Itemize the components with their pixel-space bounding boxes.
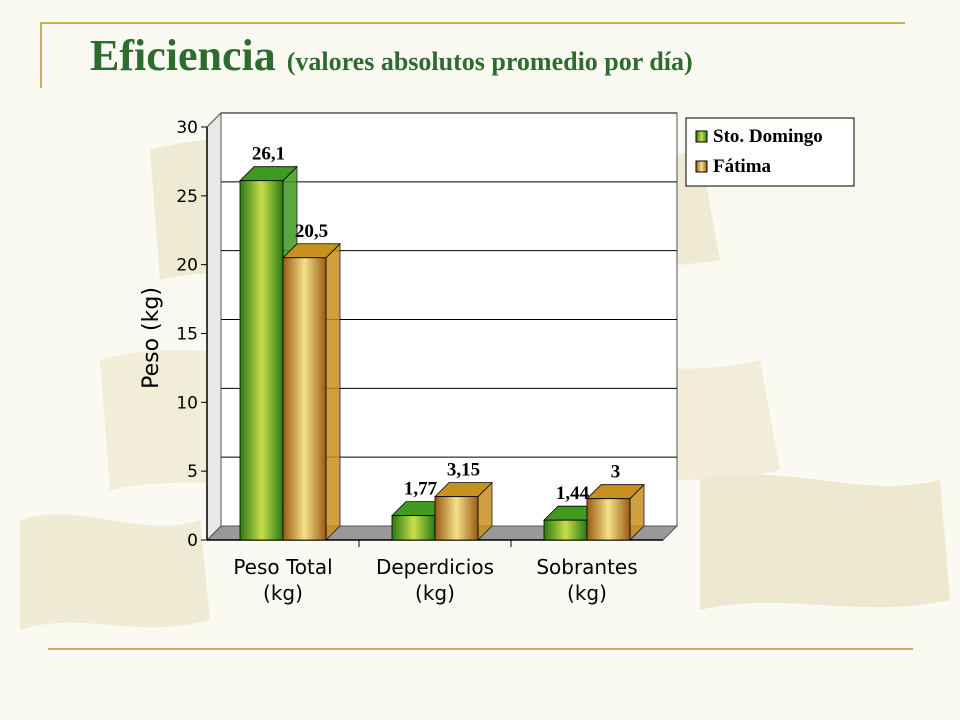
y-tick-label: 0 xyxy=(187,531,198,551)
legend-label: Fátima xyxy=(713,156,772,177)
plot-side-wall xyxy=(206,111,222,542)
legend-swatch xyxy=(695,160,708,173)
plot-area: 0 5 10 15 20 25 30 Peso Total (kg) Deperdicios (kg… xyxy=(176,111,679,605)
bar-front xyxy=(239,180,284,541)
y-tick-label: 25 xyxy=(176,187,198,207)
data-label: 1,44 xyxy=(556,483,590,504)
bar-front xyxy=(543,519,588,541)
bar-1-1 xyxy=(434,481,493,541)
x-tick-label: Sobrantes (kg) xyxy=(536,555,637,605)
legend-label: Sto. Domingo xyxy=(713,126,823,147)
x-tick-label: Deperdicios (kg) xyxy=(376,555,494,605)
bar-front xyxy=(434,496,479,541)
bar-front xyxy=(391,515,436,541)
slide-title: Eficiencia (valores absolutos promedio p… xyxy=(90,34,693,78)
y-tick-label: 20 xyxy=(176,256,198,276)
y-tick-label: 15 xyxy=(176,325,198,345)
footer-rule xyxy=(48,648,913,650)
legend: Sto. Domingo Fátima xyxy=(685,117,855,187)
bar-2-1 xyxy=(586,483,645,541)
x-tick-label: Peso Total (kg) xyxy=(233,555,332,605)
data-label: 1,77 xyxy=(404,479,438,500)
y-tick-label: 10 xyxy=(176,393,198,413)
legend-box xyxy=(685,117,855,187)
data-label: 3,15 xyxy=(447,460,480,481)
bar-side xyxy=(325,242,341,541)
y-tick-label: 5 xyxy=(187,462,198,482)
y-tick-label: 30 xyxy=(176,118,198,138)
data-label: 26,1 xyxy=(252,144,285,165)
data-label: 20,5 xyxy=(295,221,328,242)
y-axis-title: Peso (kg) xyxy=(139,287,164,389)
legend-swatch xyxy=(695,130,708,143)
bar-front xyxy=(586,498,631,541)
title-subtitle: (valores absolutos promedio por día) xyxy=(286,47,693,76)
title-vertical-rule xyxy=(40,22,42,88)
data-label: 3 xyxy=(611,462,621,483)
bar-front xyxy=(282,257,327,541)
bar-1-0 xyxy=(391,500,450,541)
title-main: Eficiencia xyxy=(90,31,276,80)
title-top-rule xyxy=(40,22,905,24)
bar-0-1 xyxy=(282,242,341,541)
